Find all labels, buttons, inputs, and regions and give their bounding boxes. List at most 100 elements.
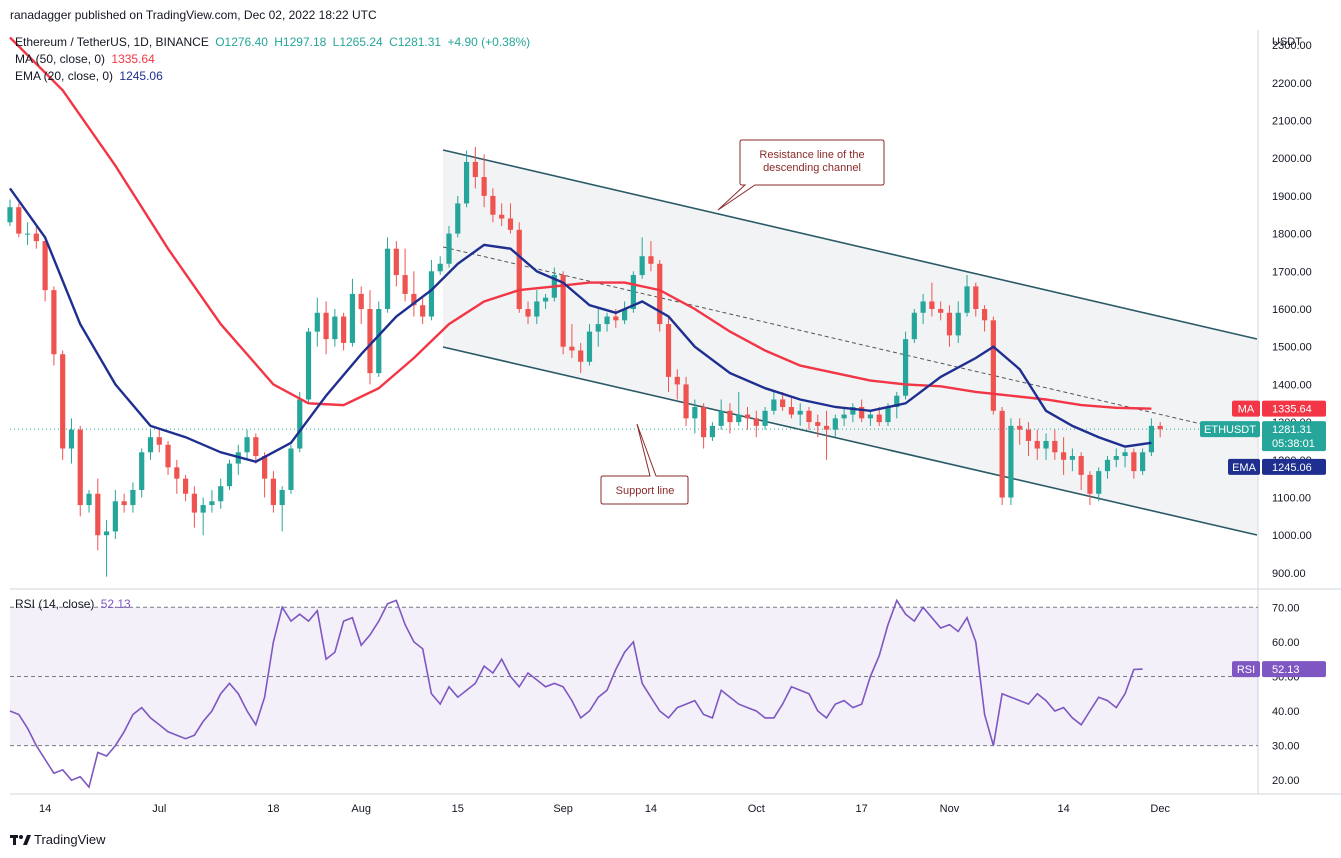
candle-body bbox=[990, 320, 996, 411]
candle-body bbox=[174, 467, 180, 479]
candle-body bbox=[358, 293, 364, 309]
candle bbox=[973, 282, 979, 317]
candle-body bbox=[147, 437, 154, 453]
candle bbox=[955, 301, 961, 343]
candles bbox=[7, 146, 1163, 577]
candle bbox=[578, 342, 584, 374]
candle-body bbox=[95, 493, 101, 536]
candle-body bbox=[420, 305, 426, 317]
rsi-legend-label: RSI (14, close) bbox=[15, 597, 95, 611]
ma50-line bbox=[9, 36, 1152, 410]
candle-body bbox=[288, 448, 294, 490]
candle bbox=[463, 150, 470, 208]
candle-body bbox=[586, 331, 593, 362]
candle-body bbox=[1034, 440, 1040, 449]
candle bbox=[1034, 429, 1040, 460]
candle bbox=[384, 237, 391, 313]
candle-body bbox=[270, 478, 276, 506]
ema-legend: EMA (20, close, 0) 1245.06 bbox=[15, 69, 166, 83]
publisher-line: ranadagger published on TradingView.com,… bbox=[10, 8, 377, 22]
candle bbox=[358, 286, 364, 325]
symbol-badge-tag bbox=[1200, 421, 1260, 438]
candle-body bbox=[1148, 425, 1154, 453]
candle bbox=[701, 403, 707, 449]
candle-body bbox=[859, 407, 865, 419]
axes: USDT900.001000.001100.001200.001300.0014… bbox=[39, 36, 1312, 815]
candle-body bbox=[86, 493, 92, 506]
time-tick-label: Dec bbox=[1150, 803, 1170, 815]
candle-body bbox=[534, 301, 540, 317]
candle bbox=[191, 486, 197, 528]
footer-brand-label: TradingView bbox=[34, 832, 106, 847]
candle bbox=[841, 407, 847, 426]
candle bbox=[235, 444, 241, 475]
price-tick-label: 1100.00 bbox=[1272, 493, 1311, 505]
price-tick-label: 1400.00 bbox=[1272, 379, 1312, 391]
candle bbox=[744, 407, 751, 430]
candle bbox=[534, 290, 540, 325]
time-tick-label: 14 bbox=[39, 803, 51, 815]
resistance-callout-text: descending channel bbox=[763, 162, 861, 174]
price-tick-label: 1700.00 bbox=[1272, 266, 1312, 278]
price-tick-label: 1000.00 bbox=[1272, 530, 1312, 542]
candle bbox=[665, 316, 672, 392]
candle bbox=[1052, 429, 1058, 460]
rsi-background bbox=[10, 590, 1258, 794]
candle-body bbox=[981, 309, 988, 321]
candle-body bbox=[727, 410, 733, 423]
candle bbox=[174, 459, 180, 494]
candle-body bbox=[876, 414, 882, 423]
rsi-tick-label: 20.00 bbox=[1272, 775, 1300, 787]
candle bbox=[183, 474, 189, 502]
candle bbox=[709, 422, 715, 441]
candle bbox=[1140, 448, 1146, 475]
candle-body bbox=[7, 207, 13, 223]
candle bbox=[946, 305, 953, 347]
candle-body bbox=[1140, 452, 1146, 472]
candle bbox=[244, 429, 250, 460]
grid bbox=[10, 30, 1341, 795]
ema-legend-label: EMA (20, close, 0) bbox=[15, 69, 114, 83]
candle bbox=[60, 350, 66, 460]
candle bbox=[226, 459, 233, 490]
ma-legend-label: MA (50, close, 0) bbox=[15, 52, 106, 66]
candle bbox=[674, 369, 680, 400]
candle-body bbox=[832, 418, 838, 430]
footer-brand[interactable]: TradingView bbox=[10, 832, 106, 847]
candle bbox=[1157, 422, 1163, 438]
candle bbox=[1113, 448, 1119, 468]
candle bbox=[367, 290, 373, 385]
candle-body bbox=[1017, 425, 1023, 430]
candle bbox=[24, 222, 31, 245]
candle-body bbox=[305, 331, 312, 400]
candle bbox=[981, 305, 988, 332]
candle bbox=[472, 146, 478, 189]
rsi-tick-label: 40.00 bbox=[1272, 706, 1300, 718]
rsi-badge bbox=[1262, 661, 1326, 678]
candle-body bbox=[823, 425, 830, 430]
candle-body bbox=[701, 407, 707, 438]
candle bbox=[911, 309, 917, 343]
candle bbox=[876, 407, 882, 426]
candle-body bbox=[1069, 456, 1075, 460]
price-tick-label: 2000.00 bbox=[1272, 153, 1312, 165]
support-callout-text: Support line bbox=[616, 485, 675, 497]
candle-body bbox=[788, 407, 795, 415]
candle bbox=[297, 391, 303, 453]
time-tick-label: 14 bbox=[645, 803, 657, 815]
candle-body bbox=[542, 297, 549, 302]
candle bbox=[147, 429, 154, 460]
candle bbox=[516, 222, 522, 313]
candle-body bbox=[139, 452, 145, 490]
time-tick-label: Aug bbox=[351, 803, 371, 815]
resistance-callout bbox=[717, 139, 885, 211]
candle-body bbox=[332, 316, 338, 340]
ma-badge-label: MA bbox=[1238, 404, 1255, 416]
candle-body bbox=[613, 316, 619, 321]
candle-body bbox=[393, 248, 399, 276]
candle-body bbox=[103, 531, 110, 536]
ema20-line bbox=[9, 187, 1152, 463]
candle-body bbox=[692, 407, 698, 419]
candle bbox=[1061, 437, 1067, 475]
